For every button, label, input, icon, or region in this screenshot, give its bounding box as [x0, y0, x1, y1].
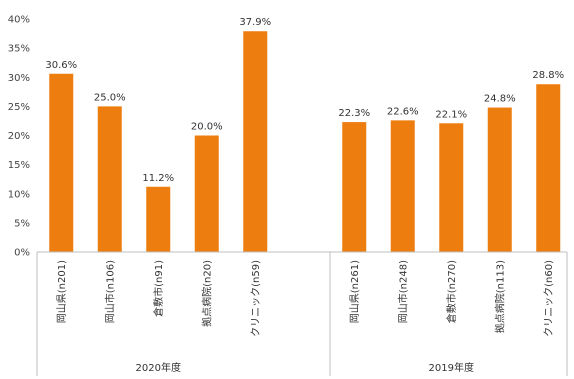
- y-tick-label: 35%: [8, 44, 30, 55]
- y-tick-label: 5%: [14, 218, 30, 229]
- data-label: 22.6%: [387, 106, 419, 117]
- y-tick-label: 10%: [8, 189, 30, 200]
- category-label: 岡山市(n106): [103, 260, 116, 323]
- y-tick-label: 25%: [8, 102, 30, 113]
- bar: [487, 107, 512, 252]
- category-label: 岡山県(n201): [56, 260, 68, 323]
- data-label: 30.6%: [45, 60, 77, 71]
- y-tick-label: 15%: [8, 160, 30, 171]
- bar: [439, 123, 464, 252]
- x-axis: 岡山県(n201) 岡山市(n106) 倉敷市(n91) 拠点病院(n20) クリニック…: [36, 251, 568, 376]
- bars: 30.6% 25.0% 11.2% 20.0% 37.9% 22.3% 22.6% 22.1%…: [45, 17, 564, 253]
- data-label: 11.2%: [142, 173, 174, 184]
- category-label: 拠点病院(n20): [200, 260, 213, 327]
- data-label: 22.3%: [338, 108, 370, 119]
- y-tick-label: 0%: [14, 248, 30, 259]
- data-label: 22.1%: [435, 109, 467, 120]
- category-label: 岡山市(n248): [396, 260, 409, 323]
- y-tick-label: 30%: [8, 73, 30, 84]
- bar: [390, 120, 415, 252]
- category-label: 拠点病院(n113): [493, 260, 506, 333]
- data-label: 37.9%: [239, 17, 271, 28]
- data-label: 25.0%: [94, 92, 126, 103]
- category-label: クリニック(n59): [250, 260, 262, 337]
- category-label: クリニック(n60): [543, 260, 555, 337]
- bar: [146, 186, 171, 252]
- bar: [536, 84, 561, 253]
- bar: [49, 73, 74, 252]
- bar: [194, 135, 219, 252]
- data-label: 28.8%: [532, 70, 564, 81]
- category-label: 倉敷市(n270): [445, 260, 458, 323]
- bar: [97, 106, 122, 252]
- data-label: 20.0%: [191, 122, 223, 133]
- category-label: 倉敷市(n91): [152, 260, 165, 317]
- category-label: 岡山県(n261): [349, 260, 361, 323]
- data-label: 24.8%: [484, 94, 516, 105]
- group-label: 2020年度: [136, 361, 181, 374]
- group-label: 2019年度: [429, 361, 474, 374]
- bar: [342, 122, 367, 252]
- bar: [243, 31, 268, 253]
- y-axis: 0% 5% 10% 15% 20% 25% 30% 35% 40%: [8, 15, 30, 259]
- y-tick-label: 20%: [8, 131, 30, 142]
- y-tick-label: 40%: [8, 15, 30, 26]
